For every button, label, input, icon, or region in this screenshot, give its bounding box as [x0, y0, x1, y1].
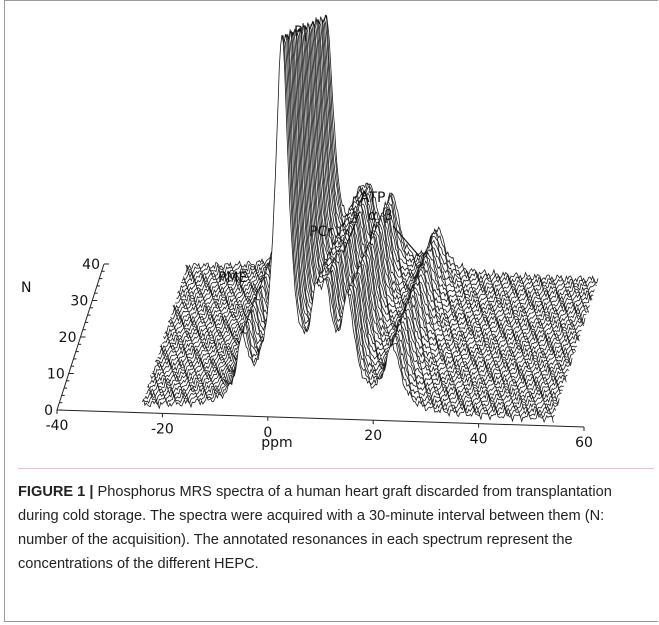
spectrum-line-7 — [149, 36, 561, 402]
figure-frame — [4, 0, 658, 622]
n-axis-title: N — [21, 280, 31, 296]
peak-label-pme: PME — [218, 270, 247, 286]
peak-label-pi: P i — [294, 24, 307, 44]
spectrum-line-35 — [181, 19, 594, 299]
peak-label-pi-subscript: i — [304, 31, 307, 44]
atp-group-label: ATP — [360, 190, 385, 206]
spectrum-line-2 — [143, 35, 555, 420]
x-tick-label-2: 0 — [263, 425, 272, 441]
spectrum-line-21 — [165, 25, 578, 351]
spectrum-line-23 — [167, 22, 580, 342]
spectrum-line-27 — [172, 20, 585, 327]
x-axis-title: ppm — [261, 435, 292, 451]
figure-caption-text: Phosphorus MRS spectra of a human heart … — [18, 484, 612, 572]
labels-group: ppm N PME P i PCr ATP γ α β -40 -20 0 20 40 6… — [21, 24, 593, 451]
peak-label-alpha-atp: α — [368, 208, 377, 224]
peak-label-gamma-atp: γ — [352, 208, 360, 224]
caption-box: FIGURE 1 | Phosphorus MRS spectra of a h… — [0, 468, 654, 622]
spectrum-line-39 — [186, 15, 599, 284]
gamma-atp-leader — [342, 223, 356, 254]
spectrum-line-11 — [153, 31, 566, 386]
peak-label-pi-main: P — [294, 24, 302, 40]
spectrum-line-20 — [164, 25, 576, 354]
figure-label: FIGURE 1 | — [18, 484, 94, 500]
spectrum-line-34 — [180, 16, 593, 303]
n-tick-label-1: 10 — [47, 367, 65, 383]
spectrum-line-31 — [177, 19, 589, 313]
spectrum-line-33 — [179, 21, 592, 308]
spectrum-line-10 — [152, 32, 565, 391]
n-tick-label-0: 0 — [44, 403, 53, 419]
spectrum-line-18 — [162, 30, 574, 362]
n-tick-label-4: 40 — [82, 257, 100, 273]
alpha-atp-leader — [369, 223, 375, 239]
spectrum-line-4 — [145, 34, 558, 412]
spectrum-line-17 — [160, 27, 573, 366]
n-tick-label-3: 30 — [70, 294, 88, 310]
spectrum-line-26 — [171, 23, 584, 331]
spectrum-line-37 — [184, 17, 596, 291]
n-tick-label-2: 20 — [59, 330, 77, 346]
spectra-group — [141, 14, 599, 426]
axes-group — [56, 263, 585, 431]
spectrum-line-24 — [168, 23, 581, 340]
spectrum-line-12 — [154, 28, 567, 383]
peak-label-beta-atp: β — [384, 208, 393, 224]
spectrum-line-28 — [173, 21, 586, 325]
waterfall-plot: ppm N PME P i PCr ATP γ α β -40 -20 0 20 40 6… — [21, 14, 599, 451]
spectrum-line-13 — [156, 29, 568, 381]
x-tick-label-1: -20 — [151, 421, 174, 437]
spectrum-line-38 — [185, 14, 597, 288]
spectrum-line-22 — [166, 27, 579, 347]
spectrum-line-29 — [175, 24, 587, 322]
x-tick-label-4: 40 — [470, 432, 488, 448]
x-tick-label-5: 60 — [575, 435, 593, 451]
x-axis-line — [56, 409, 585, 428]
spectrum-line-6 — [147, 34, 560, 406]
spectrum-fill-1 — [142, 35, 554, 426]
figure-caption: FIGURE 1 | Phosphorus MRS spectra of a h… — [18, 480, 648, 576]
x-tick-label-0: -40 — [46, 418, 69, 434]
beta-atp-leader — [392, 225, 421, 258]
spectrum-line-15 — [158, 28, 571, 371]
peak-label-pcr: PCr — [309, 224, 333, 240]
spectrum-line-1 — [141, 34, 554, 424]
x-tick-label-3: 20 — [364, 428, 382, 444]
caption-divider — [18, 468, 654, 469]
